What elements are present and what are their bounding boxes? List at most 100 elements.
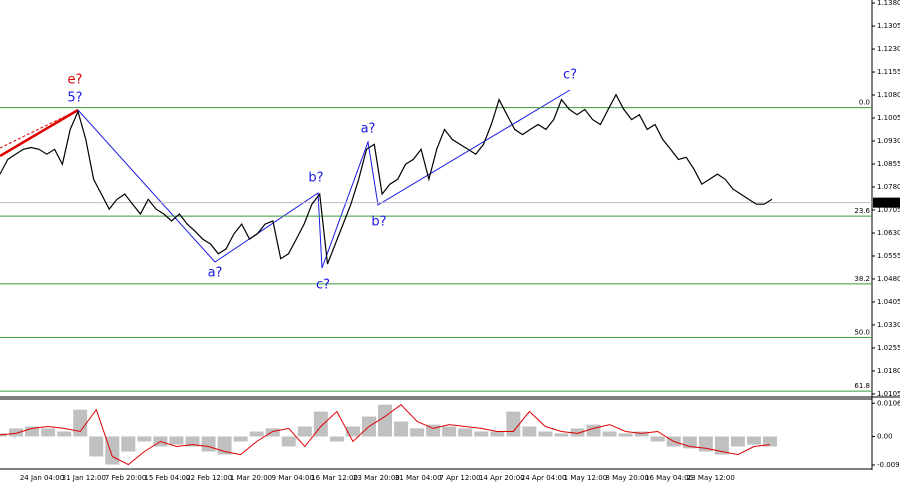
y-tick-label: 1.0255 bbox=[877, 344, 900, 352]
y-tick-label: 1.0480 bbox=[877, 275, 900, 283]
histogram-bar bbox=[57, 431, 72, 437]
wave-label: 5? bbox=[67, 91, 82, 106]
fib-label: 0.0 bbox=[859, 99, 870, 107]
x-tick-label: 8 May 20:00 bbox=[605, 474, 649, 482]
histogram-bar bbox=[682, 436, 697, 449]
wave-label: a? bbox=[208, 266, 223, 281]
wave-line bbox=[77, 89, 571, 269]
y-tick-label: 0.01065 bbox=[877, 399, 900, 407]
y-tick-label: 1.0630 bbox=[877, 229, 900, 237]
y-tick-label: 1.1305 bbox=[877, 22, 900, 30]
histogram-bar bbox=[201, 436, 216, 452]
y-tick-label: 1.1080 bbox=[877, 91, 900, 99]
wave-label: a? bbox=[361, 122, 376, 137]
histogram-bar bbox=[746, 436, 761, 445]
wave-label: b? bbox=[308, 171, 323, 186]
histogram-bar bbox=[554, 433, 569, 437]
histogram-bar bbox=[538, 431, 553, 437]
histogram-bar bbox=[105, 436, 120, 465]
wave-label: e? bbox=[68, 73, 83, 88]
histogram-bar bbox=[329, 436, 344, 442]
wave-label: c? bbox=[316, 278, 330, 293]
histogram-bar bbox=[265, 428, 280, 437]
histogram-bar bbox=[618, 433, 633, 437]
last-price-box bbox=[873, 197, 900, 208]
histogram-bar bbox=[426, 424, 441, 437]
histogram-bar bbox=[137, 436, 152, 442]
y-tick-label: 1.0555 bbox=[877, 252, 900, 260]
histogram-bar bbox=[714, 436, 729, 455]
signal-line bbox=[0, 404, 771, 466]
histogram-bar bbox=[474, 431, 489, 437]
histogram-bar bbox=[570, 428, 585, 437]
y-tick-label: 1.0180 bbox=[877, 367, 900, 375]
histogram-bar bbox=[41, 428, 56, 437]
histogram-bar bbox=[634, 431, 649, 437]
histogram-bar bbox=[185, 436, 200, 447]
histogram-bar bbox=[650, 436, 665, 442]
histogram-bar bbox=[602, 431, 617, 437]
y-tick-label: 1.0105 bbox=[877, 390, 900, 398]
y-tick-label: 1.0780 bbox=[877, 183, 900, 191]
x-tick-label: 22 Feb 12:00 bbox=[186, 474, 232, 482]
fib-label: 50.0 bbox=[854, 329, 870, 337]
histogram-bar bbox=[442, 426, 457, 437]
histogram-bar bbox=[233, 436, 248, 442]
y-tick-label: 1.0405 bbox=[877, 298, 900, 306]
x-tick-label: 24 Apr 04:00 bbox=[521, 474, 567, 482]
y-tick-label: 1.0930 bbox=[877, 137, 900, 145]
wave-line bbox=[0, 108, 79, 158]
x-tick-label: 15 Feb 04:00 bbox=[144, 474, 190, 482]
x-tick-label: 16 May 04:00 bbox=[645, 474, 693, 482]
x-tick-label: 31 Jan 12:00 bbox=[62, 474, 106, 482]
x-tick-label: 16 Mar 12:00 bbox=[311, 474, 358, 482]
histogram-bar bbox=[121, 436, 136, 452]
histogram-bar bbox=[169, 436, 184, 445]
x-tick-label: 1 Mar 20:00 bbox=[230, 474, 272, 482]
histogram-bar bbox=[25, 426, 40, 437]
y-tick-label: 1.1005 bbox=[877, 114, 900, 122]
y-tick-label: -0.00913 bbox=[877, 461, 900, 469]
histogram-bar bbox=[522, 426, 537, 437]
x-tick-label: 23 May 12:00 bbox=[687, 474, 735, 482]
x-tick-label: 7 Feb 20:00 bbox=[105, 474, 146, 482]
histogram-bar bbox=[458, 428, 473, 437]
histogram-bar bbox=[73, 409, 88, 437]
y-tick-label: 1.0855 bbox=[877, 160, 900, 168]
x-tick-label: 1 May 12:00 bbox=[564, 474, 608, 482]
x-tick-label: 24 Jan 04:00 bbox=[20, 474, 64, 482]
histogram-bar bbox=[730, 436, 745, 447]
histogram-bar bbox=[506, 411, 521, 437]
wave-line bbox=[0, 109, 79, 149]
y-tick-label: 1.1155 bbox=[877, 68, 900, 76]
histogram-bar bbox=[345, 426, 360, 437]
histogram-bar bbox=[394, 421, 409, 437]
histogram-bar bbox=[249, 431, 264, 437]
histogram-bar bbox=[378, 404, 392, 437]
x-tick-label: 31 Mar 04:00 bbox=[395, 474, 442, 482]
fib-label: 38.2 bbox=[854, 275, 870, 283]
x-tick-label: 7 Apr 12:00 bbox=[439, 474, 480, 482]
histogram-bar bbox=[297, 426, 312, 437]
y-tick-label: 1.0330 bbox=[877, 321, 900, 329]
histogram-bar bbox=[410, 428, 425, 437]
wave-label: b? bbox=[371, 215, 386, 230]
histogram-bar bbox=[281, 436, 296, 447]
histogram-bar bbox=[490, 431, 505, 437]
fib-label: 61.8 bbox=[854, 382, 870, 390]
last-price-label: 1.0729 bbox=[875, 199, 900, 207]
histogram-bar bbox=[9, 428, 24, 437]
histogram-bar bbox=[586, 424, 601, 437]
x-tick-label: 9 Mar 04:00 bbox=[272, 474, 314, 482]
y-tick-label: 1.1380 bbox=[877, 0, 900, 7]
y-tick-label: 0.00 bbox=[877, 432, 893, 440]
x-tick-label: 23 Mar 20:00 bbox=[353, 474, 400, 482]
histogram-bar bbox=[763, 436, 777, 447]
price-line bbox=[0, 93, 773, 265]
y-tick-label: 1.0705 bbox=[877, 206, 900, 214]
y-tick-label: 1.1230 bbox=[877, 45, 900, 53]
histogram-bar bbox=[89, 436, 104, 457]
wave-label: c? bbox=[563, 68, 577, 83]
